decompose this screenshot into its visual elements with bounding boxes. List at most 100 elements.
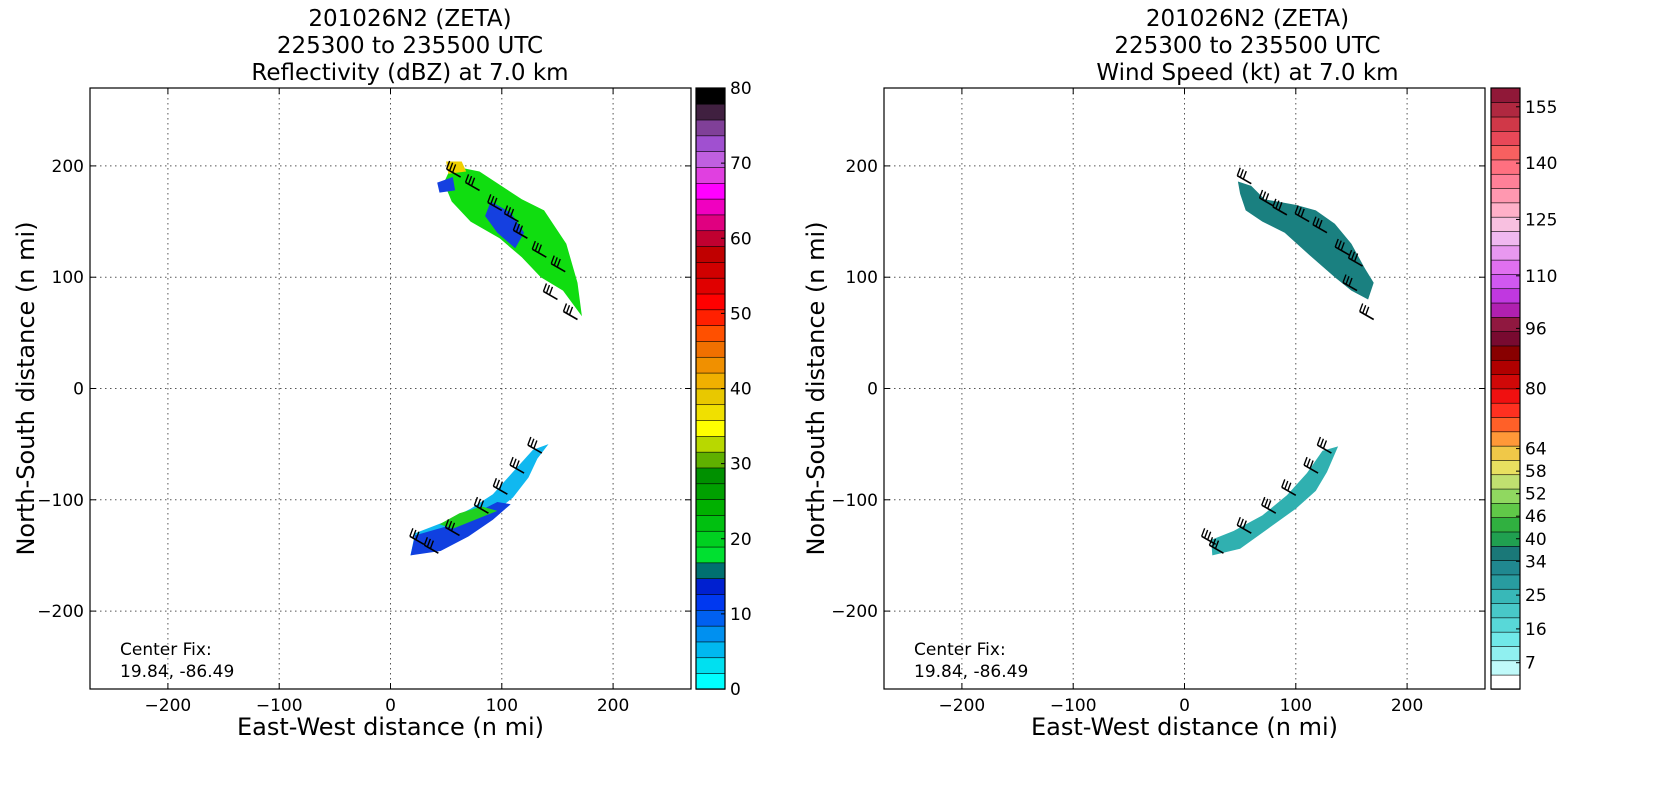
wind-barb-flag [1294,205,1299,214]
wind-barb-flag [1300,208,1305,218]
wind-barb-flag [473,496,479,506]
colorbar-segment [695,166,726,184]
colorbar-segment [1490,559,1521,576]
wind-barb-flag [476,498,482,508]
wind-barb [527,436,543,454]
wind-barb-shaft [1261,504,1277,514]
wind-barb [444,519,460,537]
colorbar-segment [1490,245,1521,261]
colorbar-segment [1490,645,1521,662]
wind-speed-panel: 201026N2 (ZETA) 225300 to 235500 UTC Win… [802,0,1655,787]
wind-barb-flag [450,522,456,532]
wind-barb-shaft [1342,281,1358,292]
wind-barb-flag [1303,456,1308,466]
wind-barb-flag [1261,191,1267,200]
colorbar-segment [1490,302,1521,318]
wind-barb-shaft [1359,310,1375,321]
colorbar-segment [695,103,726,121]
wind-barb-flag [1319,438,1325,447]
wind-barb-flag [1312,216,1317,225]
wind-barb-flag [412,529,417,539]
x-tick-label: −100 [256,696,303,716]
wind-barb-flag [534,242,539,252]
wind-barb-flag [1264,498,1269,508]
colorbar-segment [695,577,726,595]
wind-barb [423,536,439,554]
wind-barb-flag [503,205,509,214]
wind-barb-flag [568,306,574,316]
wind-barb-shaft [550,262,566,273]
colorbar-segment [695,435,726,453]
wind-barb-shaft [509,464,525,474]
wind-barb [1272,198,1288,216]
colorbar-segment [695,530,726,548]
colorbar-segment [1490,130,1521,146]
wind-barb [542,283,558,301]
chart-title-line-3: Reflectivity (dBZ) at 7.0 km [251,60,569,86]
x-tick-label: −100 [1050,696,1097,716]
wind-barb-flag [1353,253,1359,262]
wind-barb-flag [1258,189,1264,199]
wind-barb-flag [527,436,532,446]
wind-barb-shaft [1312,223,1328,234]
colorbar-segment [1490,617,1521,633]
x-tick-label: 100 [486,696,518,716]
reflectivity-chart: −200 −100 0 100 200−200−1000100200East-West … [12,79,752,741]
colorbar-tick-label: 80 [730,79,752,99]
wind-barb-shaft [423,544,439,554]
colorbar-segment [1490,216,1521,232]
wind-barb-shaft [445,526,460,537]
wind-barb-flag [506,207,512,216]
colorbar-tick-label: 10 [730,605,752,625]
wind-barb-flag [429,540,435,549]
colorbar-segment [1490,660,1521,676]
colorbar-segment [695,293,726,311]
y-tick-label: 0 [73,380,84,400]
wind-barb [1258,189,1274,207]
echo-region-northern-tip [437,177,456,193]
colorbar-segment [695,340,726,358]
wind-barb-flag [1264,193,1270,202]
wind-barb-shaft [409,535,425,546]
wind-barb-flag [448,162,454,171]
y-tick-label: 200 [846,157,878,177]
echo-region-northern-band [1237,181,1374,300]
colorbar-tick-label: 110 [1525,267,1557,287]
colorbar-tick-label: 155 [1525,98,1557,118]
y-tick-label: −100 [37,491,84,511]
center-fix-annotation: Center Fix: [914,640,1006,660]
wind-barb-flag [498,481,504,490]
wind-barb-flag [1297,207,1302,216]
colorbar-segment [1490,173,1521,189]
x-axis-label: East-West distance (n mi) [1031,713,1338,741]
colorbar-segment [695,404,726,421]
x-tick-label: 0 [385,696,396,716]
wind-barb [492,477,508,495]
wind-barb-shaft [1272,206,1288,216]
wind-barb [1281,479,1297,497]
y-tick-label: 0 [867,380,878,400]
wind-barb-flag [1281,479,1286,488]
wind-barb-flag [556,258,561,268]
colorbar-segment [695,230,726,247]
wind-barb-shaft [492,485,508,495]
colorbar-segment [695,214,726,232]
wind-barb-flag [1359,303,1364,312]
colorbar-segment [695,245,726,263]
wind-barb-flag [1350,251,1356,261]
wind-barb-flag [423,536,429,546]
wind-barb-flag [1275,200,1280,209]
echo-region-northern-core [485,201,525,249]
wind-barb [512,222,528,239]
wind-barb-flag [1287,482,1292,491]
wind-barb-flag [451,164,457,173]
colorbar-tick-label: 125 [1525,210,1557,230]
wind-barb-flag [530,438,535,447]
wind-barb-flag [550,255,555,264]
wind-barb-flag [467,175,473,185]
colorbar-segment [695,324,726,342]
colorbar-segment [695,372,726,390]
wind-barb-shaft [465,181,480,192]
wind-barb-flag [487,194,492,203]
colorbar-tick-label: 30 [730,455,752,475]
